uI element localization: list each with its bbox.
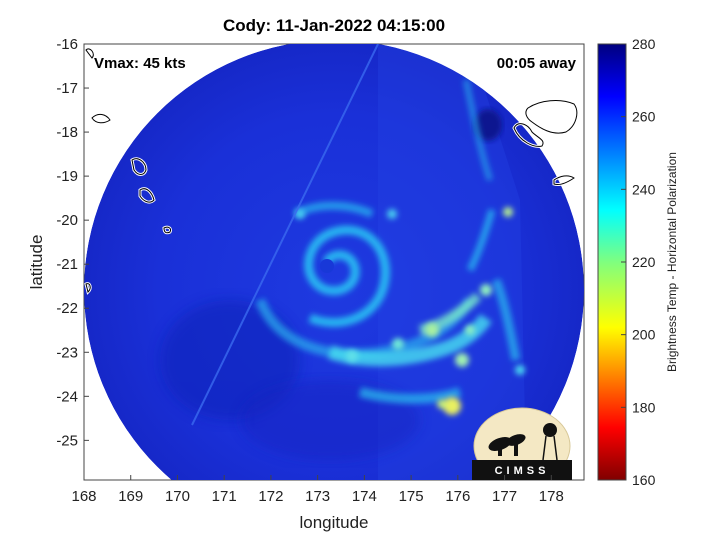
vmax-annotation: Vmax: 45 kts xyxy=(94,55,186,72)
colorbar-tick-label: 180 xyxy=(632,399,656,415)
cimss-logo: CIMSS xyxy=(472,407,572,480)
x-tick-label: 175 xyxy=(399,488,424,505)
microwave-swath xyxy=(84,44,584,480)
y-tick-label: -21 xyxy=(56,256,78,273)
y-axis-ticks: -16 -17 -18 -19 -20 -21 -22 -23 -24 -25 xyxy=(56,36,89,449)
colorbar-tick-label: 260 xyxy=(632,109,656,125)
x-tick-label: 168 xyxy=(71,488,96,505)
x-axis-label: longitude xyxy=(299,513,368,532)
x-tick-label: 169 xyxy=(118,488,143,505)
x-tick-label: 174 xyxy=(352,488,377,505)
colorbar-label: Brightness Temp - Horizontal Polarizatio… xyxy=(665,152,679,372)
colorbar-tick-label: 240 xyxy=(632,181,656,197)
x-tick-label: 173 xyxy=(305,488,330,505)
storm-eye xyxy=(320,259,334,273)
y-tick-label: -16 xyxy=(56,36,78,53)
x-tick-label: 171 xyxy=(212,488,237,505)
x-axis-ticks: 168 169 170 171 172 173 174 175 176 177 178 xyxy=(71,475,564,505)
x-tick-label: 177 xyxy=(492,488,517,505)
x-tick-label: 172 xyxy=(258,488,283,505)
colorbar-tick-label: 200 xyxy=(632,327,656,343)
satellite-dish-icon xyxy=(488,437,512,451)
colorbar-tick-label: 280 xyxy=(632,36,656,52)
y-tick-label: -17 xyxy=(56,80,78,97)
y-tick-label: -18 xyxy=(56,124,78,141)
time-away-annotation: 00:05 away xyxy=(497,55,577,72)
water-tower-icon xyxy=(543,423,557,437)
y-tick-label: -23 xyxy=(56,344,78,361)
x-tick-label: 176 xyxy=(445,488,470,505)
colorbar-ticks: 280 260 240 220 200 180 160 xyxy=(621,36,656,488)
colorbar-tick-label: 160 xyxy=(632,472,656,488)
x-tick-label: 170 xyxy=(165,488,190,505)
figure-title: Cody: 11-Jan-2022 04:15:00 xyxy=(223,16,445,35)
colorbar-tick-label: 220 xyxy=(632,254,656,270)
y-tick-label: -25 xyxy=(56,432,78,449)
y-tick-label: -19 xyxy=(56,168,78,185)
y-axis-label: latitude xyxy=(27,235,46,290)
y-tick-label: -20 xyxy=(56,212,78,229)
logo-text: CIMSS xyxy=(495,465,550,477)
x-tick-label: 178 xyxy=(539,488,564,505)
y-tick-label: -22 xyxy=(56,300,78,317)
coastline-outlines xyxy=(85,48,578,293)
y-tick-label: -24 xyxy=(56,388,78,405)
